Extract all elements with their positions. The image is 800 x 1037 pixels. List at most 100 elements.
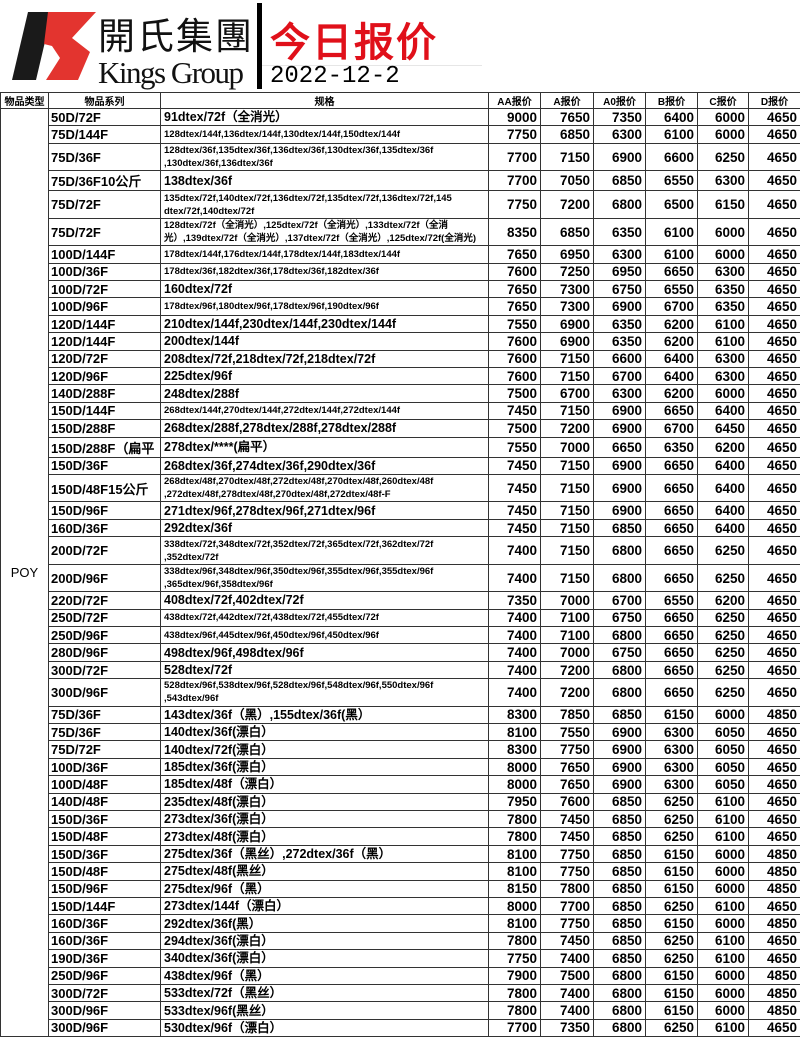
cell-price-c: 6000 xyxy=(698,385,749,402)
cell-series: 100D/144F xyxy=(49,246,161,263)
cell-series: 75D/72F xyxy=(49,741,161,758)
cell-price-b: 6650 xyxy=(646,457,698,474)
cell-price-d: 4650 xyxy=(749,537,800,565)
cell-spec: 533dtex/96f(黑丝） xyxy=(161,1002,489,1019)
cell-spec: 275dtex/48f(黑丝） xyxy=(161,863,489,880)
spec-line: 128dtex/36f,135dtex/36f,136dtex/36f,130d… xyxy=(164,144,486,157)
cell-price-aa: 8300 xyxy=(489,741,541,758)
cell-price-d: 4650 xyxy=(749,218,800,246)
cell-price-b: 6650 xyxy=(646,474,698,502)
cell-price-a0: 6900 xyxy=(594,502,646,519)
cell-price-d: 4650 xyxy=(749,627,800,644)
cell-price-c: 6350 xyxy=(698,281,749,298)
cell-price-a: 7150 xyxy=(541,350,594,367)
cell-series: 100D/36F xyxy=(49,758,161,775)
cell-price-d: 4650 xyxy=(749,350,800,367)
cell-price-aa: 8100 xyxy=(489,915,541,932)
spec-line: 光）,139dtex/72f（全消光）,137dtex/72f（全消光）,125… xyxy=(164,232,486,245)
cell-series: 300D/96F xyxy=(49,1002,161,1019)
cell-price-d: 4650 xyxy=(749,828,800,845)
spec-line: 178dtex/144f,176dtex/144f,178dtex/144f,1… xyxy=(164,248,486,261)
cell-price-a0: 6800 xyxy=(594,967,646,984)
cell-price-d: 4650 xyxy=(749,661,800,678)
spec-line: 275dtex/96f（黑） xyxy=(164,882,486,896)
cell-price-c: 6050 xyxy=(698,776,749,793)
spec-line: 292dtex/36f xyxy=(164,521,486,535)
cell-price-a0: 6850 xyxy=(594,706,646,723)
cell-price-a: 7450 xyxy=(541,828,594,845)
cell-price-d: 4650 xyxy=(749,502,800,519)
cell-price-a: 6950 xyxy=(541,246,594,263)
cell-price-a0: 6850 xyxy=(594,519,646,536)
cell-price-b: 6250 xyxy=(646,1019,698,1036)
cell-price-a0: 6850 xyxy=(594,898,646,915)
cell-price-d: 4650 xyxy=(749,679,800,707)
cell-price-aa: 7800 xyxy=(489,932,541,949)
spec-line: 498dtex/96f,498dtex/96f xyxy=(164,646,486,660)
cell-price-a: 7250 xyxy=(541,263,594,280)
spec-line: 178dtex/96f,180dtex/96f,178dtex/96f,190d… xyxy=(164,300,486,313)
cell-price-d: 4650 xyxy=(749,246,800,263)
cell-spec: 338dtex/72f,348dtex/72f,352dtex/72f,365d… xyxy=(161,537,489,565)
cell-series: 300D/72F xyxy=(49,984,161,1001)
cell-price-c: 6050 xyxy=(698,741,749,758)
cell-price-c: 6400 xyxy=(698,474,749,502)
cell-price-a0: 6800 xyxy=(594,679,646,707)
cell-price-a: 7100 xyxy=(541,609,594,626)
cell-price-aa: 7400 xyxy=(489,644,541,661)
cell-spec: 140dtex/36f(漂白） xyxy=(161,724,489,741)
cell-price-c: 6100 xyxy=(698,793,749,810)
spec-line: ,352dtex/72f xyxy=(164,551,486,564)
cell-spec: 235dtex/48f(漂白） xyxy=(161,793,489,810)
cell-price-d: 4650 xyxy=(749,644,800,661)
cell-price-b: 6200 xyxy=(646,315,698,332)
cell-price-a0: 6900 xyxy=(594,298,646,315)
cell-spec: 225dtex/96f xyxy=(161,368,489,385)
cell-price-a: 7150 xyxy=(541,143,594,171)
cell-price-b: 6550 xyxy=(646,592,698,609)
cell-price-a: 6850 xyxy=(541,218,594,246)
cell-price-d: 4850 xyxy=(749,863,800,880)
cell-price-d: 4650 xyxy=(749,898,800,915)
spec-line: 273dtex/48f(漂白） xyxy=(164,830,486,844)
cell-price-a0: 6800 xyxy=(594,191,646,219)
cell-price-a0: 6900 xyxy=(594,143,646,171)
cell-price-c: 6000 xyxy=(698,706,749,723)
spec-line: 292dtex/36f(黑） xyxy=(164,917,486,931)
cell-price-d: 4650 xyxy=(749,368,800,385)
spec-line: 338dtex/96f,348dtex/96f,350dtex/96f,355d… xyxy=(164,565,486,578)
cell-spec: 340dtex/36f(漂白） xyxy=(161,950,489,967)
cell-price-d: 4650 xyxy=(749,437,800,457)
cell-price-a: 7750 xyxy=(541,915,594,932)
cell-price-d: 4850 xyxy=(749,880,800,897)
cell-price-a0: 6800 xyxy=(594,627,646,644)
cell-spec: 128dtex/36f,135dtex/36f,136dtex/36f,130d… xyxy=(161,143,489,171)
cell-price-a0: 6300 xyxy=(594,385,646,402)
cell-price-d: 4650 xyxy=(749,1019,800,1036)
cell-price-a0: 6750 xyxy=(594,609,646,626)
cell-spec: 278dtex/****(扁平） xyxy=(161,437,489,457)
cell-price-c: 6000 xyxy=(698,915,749,932)
cell-price-c: 6250 xyxy=(698,537,749,565)
cell-price-a: 7350 xyxy=(541,1019,594,1036)
cell-price-b: 6650 xyxy=(646,679,698,707)
cell-spec: 91dtex/72f（全消光） xyxy=(161,109,489,126)
cell-price-b: 6250 xyxy=(646,898,698,915)
cell-price-b: 6150 xyxy=(646,1002,698,1019)
cell-series: 250D/96F xyxy=(49,967,161,984)
cell-price-b: 6300 xyxy=(646,776,698,793)
cell-price-aa: 7800 xyxy=(489,828,541,845)
cell-price-c: 6400 xyxy=(698,502,749,519)
spec-line: 294dtex/36f(漂白） xyxy=(164,934,486,948)
cell-spec: 273dtex/48f(漂白） xyxy=(161,828,489,845)
spec-line: ,543dtex/96f xyxy=(164,692,486,705)
